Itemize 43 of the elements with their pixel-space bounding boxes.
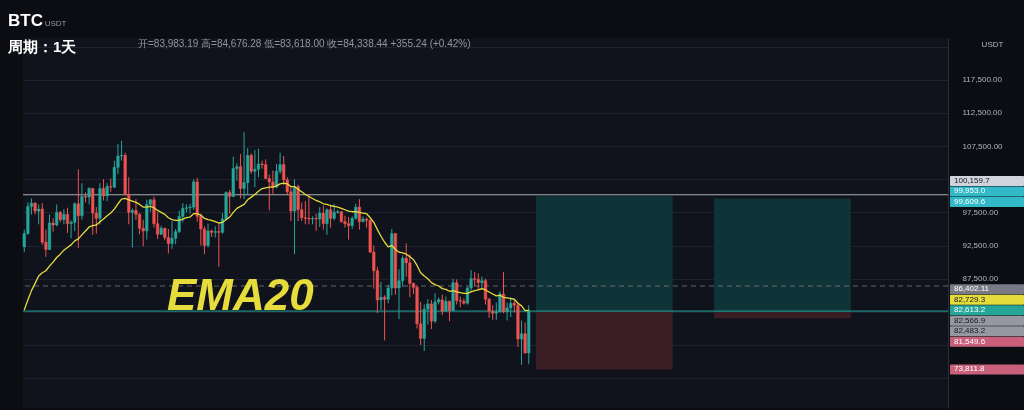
chart-title: BTCUSDT [8, 11, 67, 30]
candlestick [217, 222, 221, 268]
y-tick-label: 112,500.00 [962, 108, 1003, 118]
annotation: 开=83,983.19 高=84,676.28 低=83,618.00 收=84,338.44 +355.24 (+0.42%) [138, 38, 471, 49]
y-tick-label: 97,500.00 [962, 207, 999, 217]
ref-line-label: 86,402.11 [954, 284, 990, 294]
candlestick [296, 184, 300, 222]
y-tick-label: 87,500.00 [962, 274, 999, 284]
candlestick [325, 207, 329, 236]
text: 82,729.3 [954, 294, 986, 304]
candlestick [242, 131, 246, 200]
text: 82,483.2 [954, 326, 986, 336]
candlestick [51, 217, 55, 233]
y-tick-label: 117,500.00 [962, 75, 1003, 85]
candlestick [480, 276, 484, 290]
candlestick [249, 152, 253, 175]
chart-subtitle: 周期：1天 [7, 38, 78, 55]
y-axis-title: USDT [981, 39, 1004, 49]
candlestick [228, 189, 232, 215]
candlestick [37, 203, 41, 225]
candlestick [62, 208, 66, 225]
text: 99,609.6 [954, 196, 986, 206]
candlestick [318, 206, 322, 228]
candlestick [130, 207, 134, 249]
text: 73,811.8 [954, 364, 986, 374]
candlestick [76, 168, 80, 249]
candlestick [253, 149, 257, 188]
candlestick [170, 220, 174, 250]
candlestick [462, 298, 466, 306]
candlestick [321, 205, 325, 231]
candlestick [523, 321, 527, 355]
candlestick [206, 223, 210, 249]
candlestick [307, 194, 311, 225]
candlestick [383, 294, 387, 341]
text: 81,549.6 [954, 336, 986, 346]
candlestick [65, 207, 70, 234]
series-label: EMA20 [167, 270, 315, 319]
ref-line-label: 100,159.7 [954, 175, 991, 185]
y-tick-label: 92,500.00 [962, 241, 999, 251]
ref-line-label: 82,613.2 [954, 305, 986, 315]
text: 82,566.9 [954, 315, 986, 325]
text: 99,953.0 [954, 186, 986, 196]
y-tick-label: 107,500.00 [962, 141, 1004, 151]
